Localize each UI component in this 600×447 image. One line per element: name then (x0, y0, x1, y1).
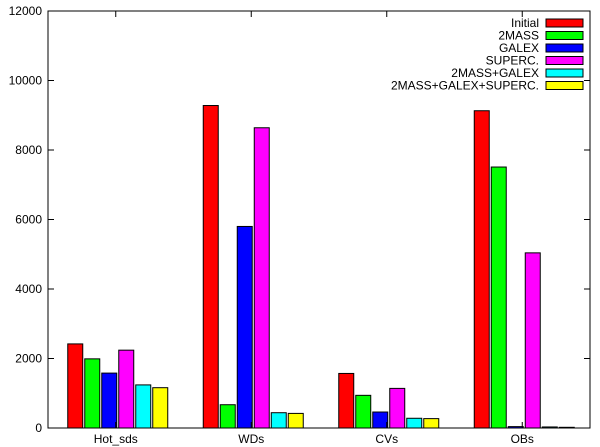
legend: Initial2MASSGALEXSUPERC.2MASS+GALEX2MASS… (391, 16, 584, 93)
x-tick-label: CVs (375, 432, 398, 446)
bar-CVs-SUPERC. (389, 387, 406, 429)
x-tick-label: WDs (238, 432, 264, 446)
y-tick-label: 4000 (15, 282, 42, 296)
legend-label: Initial (511, 16, 539, 30)
x-tick-label: Hot_sds (94, 432, 138, 446)
legend-label: GALEX (499, 41, 539, 55)
bars-layer (67, 105, 575, 429)
bar-CVs-2MASS+GALEX (406, 417, 423, 429)
legend-label: 2MASS+GALEX (451, 66, 539, 80)
bar-CVs-Initial (338, 372, 355, 429)
y-tick-label: 10000 (9, 74, 43, 88)
bar-WDs-2MASS+GALEX+SUPERC. (287, 412, 304, 429)
bar-OBs-Initial (473, 110, 490, 429)
bar-Hot_sds-2MASS+GALEX+SUPERC. (152, 387, 169, 429)
y-tick-label: 8000 (15, 143, 42, 157)
bar-WDs-SUPERC. (253, 127, 270, 429)
bar-WDs-GALEX (236, 225, 253, 429)
bar-Hot_sds-Initial (67, 343, 84, 429)
y-tick-label: 0 (35, 421, 42, 435)
axes-layer: 0 2000 4000 6000 8000 10000 12000 Hot_sds WDs CVs… (9, 4, 591, 446)
bar-CVs-2MASS+GALEX+SUPERC. (423, 418, 440, 429)
legend-swatch (545, 43, 584, 53)
legend-swatch (545, 18, 584, 28)
legend-label: SUPERC. (486, 54, 539, 68)
bar-WDs-Initial (202, 105, 219, 429)
bar-WDs-2MASS+GALEX (270, 412, 287, 429)
legend-label: 2MASS (498, 29, 539, 43)
legend-swatch (545, 68, 584, 78)
legend-swatch (545, 31, 584, 40)
x-tick-label: OBs (511, 432, 534, 446)
bar-Hot_sds-2MASS (84, 358, 101, 429)
legend-swatch (545, 56, 584, 65)
bar-Hot_sds-GALEX (101, 372, 118, 429)
y-tick-label: 6000 (15, 213, 42, 227)
legend-label: 2MASS+GALEX+SUPERC. (391, 79, 539, 93)
bar-WDs-2MASS (219, 404, 236, 429)
bar-OBs-2MASS (490, 166, 507, 429)
y-tick-label: 2000 (15, 352, 42, 366)
bar-CVs-GALEX (372, 411, 389, 429)
bar-CVs-2MASS (355, 394, 372, 429)
y-tick-label: 12000 (9, 4, 43, 18)
bar-OBs-SUPERC. (524, 252, 541, 429)
bar-Hot_sds-2MASS+GALEX (135, 384, 152, 429)
legend-swatch (545, 81, 584, 90)
bar-Hot_sds-SUPERC. (118, 349, 135, 429)
